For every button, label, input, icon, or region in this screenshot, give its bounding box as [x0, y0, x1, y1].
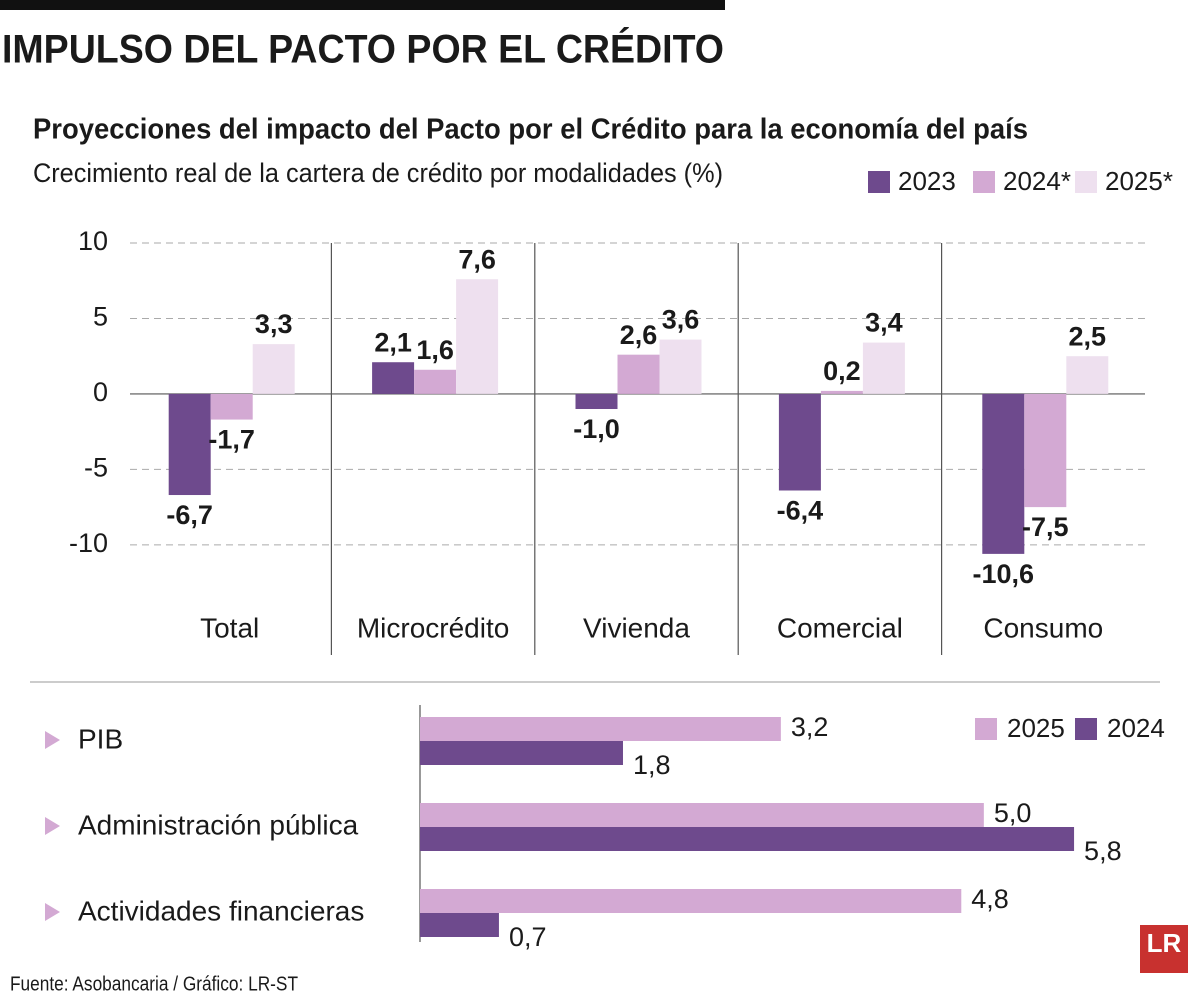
bar: [820, 390, 863, 394]
legend-label: 2024*: [1003, 166, 1071, 196]
bar: [456, 279, 499, 394]
legend-swatch: [975, 718, 997, 740]
bar: [420, 717, 781, 741]
source: Fuente: Asobancaria / Gráfico: LR-ST: [10, 973, 298, 995]
bar: [420, 803, 984, 827]
value-label: 0,2: [823, 356, 861, 386]
value-label: 1,8: [633, 750, 671, 780]
legend-swatch: [1075, 171, 1097, 193]
bar: [659, 339, 702, 394]
value-label: -10,6: [973, 559, 1035, 589]
y-tick-label: -5: [84, 452, 108, 482]
legend-swatch: [973, 171, 995, 193]
bullet: [45, 731, 60, 749]
y-tick-label: 10: [78, 226, 108, 256]
bar: [372, 362, 415, 394]
legend-label: 2025: [1007, 713, 1065, 743]
bullet: [45, 903, 60, 921]
bar: [617, 354, 660, 394]
legend-label: 2024: [1107, 713, 1165, 743]
value-label: 5,0: [994, 798, 1032, 828]
logo: LR: [1147, 928, 1182, 958]
top-rule: [0, 0, 725, 10]
legend-swatch: [868, 171, 890, 193]
bar: [210, 393, 253, 420]
bar: [420, 827, 1075, 851]
bar: [420, 913, 499, 937]
value-label: 4,8: [971, 884, 1009, 914]
bar: [252, 344, 295, 394]
bar: [420, 741, 623, 765]
chart-subtitle: Crecimiento real de la cartera de crédit…: [33, 158, 723, 188]
legend-label: 2023: [898, 166, 956, 196]
logo-box: [1140, 925, 1188, 973]
bullet: [45, 817, 60, 835]
value-label: -6,7: [166, 500, 213, 530]
bar: [778, 393, 821, 491]
x-tick-label: Consumo: [983, 612, 1103, 643]
bar: [414, 369, 457, 394]
category-label: Administración pública: [78, 809, 359, 840]
bar: [168, 393, 211, 496]
value-label: -6,4: [777, 496, 824, 526]
value-label: 3,6: [662, 305, 700, 335]
y-tick-label: -10: [69, 528, 108, 558]
value-label: -1,7: [208, 425, 255, 455]
value-label: 0,7: [509, 922, 547, 952]
value-label: 7,6: [458, 244, 496, 274]
chart-title: Proyecciones del impacto del Pacto por e…: [33, 114, 1028, 146]
x-tick-label: Vivienda: [583, 612, 690, 643]
bar: [862, 342, 905, 394]
x-tick-label: Comercial: [777, 612, 903, 643]
value-label: 2,5: [1069, 321, 1107, 351]
bar: [420, 889, 962, 913]
legend-label: 2025*: [1105, 166, 1173, 196]
value-label: -7,5: [1022, 512, 1069, 542]
category-label: PIB: [78, 723, 123, 754]
value-label: 3,2: [791, 712, 829, 742]
value-label: 1,6: [416, 335, 454, 365]
bar: [575, 393, 618, 410]
y-tick-label: 5: [93, 302, 108, 332]
value-label: 2,1: [374, 327, 412, 357]
value-label: 3,3: [255, 309, 293, 339]
legend-swatch: [1075, 718, 1097, 740]
y-tick-label: 0: [93, 377, 108, 407]
bar: [1066, 356, 1109, 394]
value-label: 5,8: [1084, 836, 1122, 866]
bar: [1024, 393, 1067, 508]
page-title: IMPULSO DEL PACTO POR EL CRÉDITO: [2, 27, 724, 72]
bar: [982, 393, 1025, 554]
x-tick-label: Total: [200, 612, 259, 643]
value-label: 2,6: [620, 320, 658, 350]
value-label: -1,0: [573, 414, 620, 444]
value-label: 3,4: [865, 308, 903, 338]
x-tick-label: Microcrédito: [357, 612, 509, 643]
category-label: Actividades financieras: [78, 895, 364, 926]
